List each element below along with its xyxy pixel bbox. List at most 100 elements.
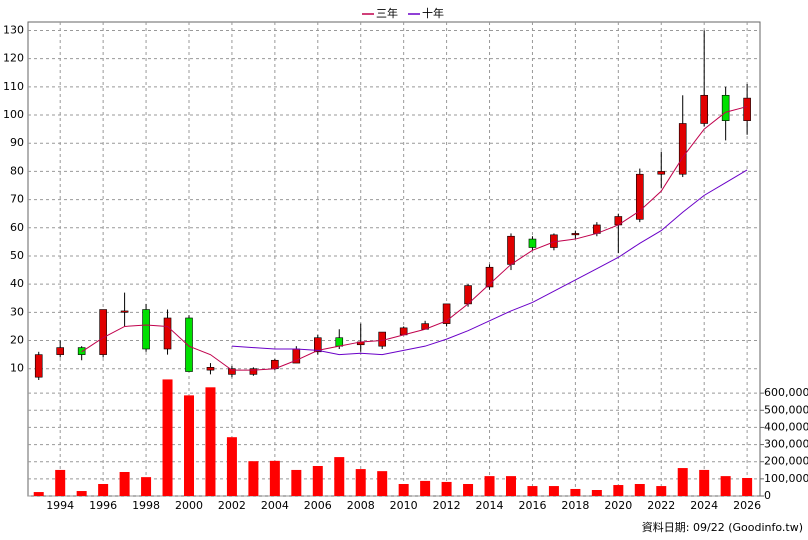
candle-body xyxy=(528,238,537,248)
candle-body xyxy=(142,309,150,350)
candle-body xyxy=(442,303,451,324)
volume-bar xyxy=(656,486,667,496)
volume-bar xyxy=(484,476,495,496)
y-tick-label: 50 xyxy=(10,249,24,262)
y-tick-label: 110 xyxy=(3,80,24,93)
candle-body xyxy=(34,354,43,378)
candle-body xyxy=(507,235,515,265)
volume-bar xyxy=(463,484,474,496)
candle-body xyxy=(657,171,666,175)
x-tick-label: 2012 xyxy=(433,499,461,512)
plot-frame xyxy=(27,21,761,497)
volume-bar xyxy=(269,460,280,496)
x-tick-label: 2002 xyxy=(218,499,246,512)
y-tick-label: 90 xyxy=(10,136,24,149)
x-tick-label: 2008 xyxy=(347,499,375,512)
volume-bar xyxy=(162,379,173,496)
candle-body xyxy=(635,173,644,220)
candle-body xyxy=(206,367,215,371)
candle-body xyxy=(56,347,64,355)
y-tick-label: 80 xyxy=(10,164,24,177)
y-tick-label: 60 xyxy=(10,221,24,234)
volume-bar xyxy=(355,469,366,496)
volume-bar xyxy=(720,476,731,496)
candle-body xyxy=(700,94,708,124)
candle-body xyxy=(77,347,86,355)
volume-bar xyxy=(141,477,152,496)
candle-body xyxy=(485,266,494,288)
volume-bar xyxy=(570,488,581,496)
volume-bar xyxy=(33,492,44,496)
volume-bar xyxy=(613,485,624,496)
volume-bar xyxy=(398,484,409,496)
legend-label: 三年 xyxy=(376,6,398,20)
x-tick-label: 2016 xyxy=(518,499,546,512)
x-tick-label: 2010 xyxy=(390,499,418,512)
candle-body xyxy=(743,97,751,121)
candle-body xyxy=(721,94,730,121)
y-tick-label: 10 xyxy=(10,362,24,375)
volume-bar xyxy=(334,457,345,496)
volume-bar xyxy=(527,486,538,496)
volume-bar xyxy=(591,490,602,496)
y2-tick-label: 100,000 xyxy=(764,472,808,485)
legend-label: 十年 xyxy=(422,6,444,20)
candle-body xyxy=(378,331,386,347)
candle-body xyxy=(99,309,107,355)
x-tick-label: 1998 xyxy=(132,499,160,512)
volume-bar xyxy=(248,461,259,496)
x-tick-label: 2020 xyxy=(604,499,632,512)
candle-body xyxy=(163,317,172,350)
volume-bar xyxy=(55,469,66,496)
y-tick-label: 20 xyxy=(10,334,24,347)
y-tick-label: 120 xyxy=(3,52,24,65)
x-tick-label: 1996 xyxy=(89,499,117,512)
volume-bar xyxy=(291,469,302,496)
y2-tick-label: 400,000 xyxy=(764,420,808,433)
y2-tick-label: 200,000 xyxy=(764,455,808,468)
x-tick-label: 1994 xyxy=(46,499,74,512)
candle-body xyxy=(185,317,193,372)
ma-line xyxy=(81,106,748,371)
x-tick-label: 2022 xyxy=(647,499,675,512)
volume-bar xyxy=(420,480,431,496)
y-tick-label: 100 xyxy=(3,108,24,121)
volume-bar xyxy=(441,481,452,496)
volume-bar xyxy=(677,468,688,496)
candle-body xyxy=(228,368,236,375)
volume-bar xyxy=(634,484,645,496)
candle-body xyxy=(249,368,258,375)
candle-body xyxy=(571,233,580,236)
y2-tick-label: 300,000 xyxy=(764,438,808,451)
y2-tick-label: 500,000 xyxy=(764,403,808,416)
volume-bar xyxy=(548,486,559,496)
candle-body xyxy=(678,123,687,175)
volume-bar xyxy=(205,387,216,496)
volume-bar xyxy=(505,476,516,496)
volume-bar xyxy=(377,471,388,496)
volume-bar xyxy=(226,437,237,496)
candle-body xyxy=(335,337,344,347)
y-tick-label: 40 xyxy=(10,277,24,290)
y2-tick-label: 600,000 xyxy=(764,386,808,399)
x-tick-label: 2026 xyxy=(733,499,761,512)
volume-bar xyxy=(119,472,130,496)
y2-tick-label: 0 xyxy=(764,489,771,502)
y-tick-label: 70 xyxy=(10,193,24,206)
footer: 資料日期: 09/22 (Goodinfo.tw) xyxy=(642,520,803,534)
candle-body xyxy=(120,310,129,313)
candle-body xyxy=(313,337,322,353)
volume-bar xyxy=(183,395,194,496)
volume-bar xyxy=(98,484,109,496)
y-tick-label: 30 xyxy=(10,305,24,318)
volume-bar xyxy=(742,478,753,496)
volume-bar xyxy=(312,466,323,496)
x-tick-label: 2018 xyxy=(561,499,589,512)
y-tick-label: 130 xyxy=(3,23,24,36)
volume-bar xyxy=(76,491,87,496)
volume-bar xyxy=(699,469,710,496)
ma-line xyxy=(231,169,748,356)
x-tick-label: 2004 xyxy=(261,499,289,512)
x-tick-label: 2024 xyxy=(690,499,718,512)
